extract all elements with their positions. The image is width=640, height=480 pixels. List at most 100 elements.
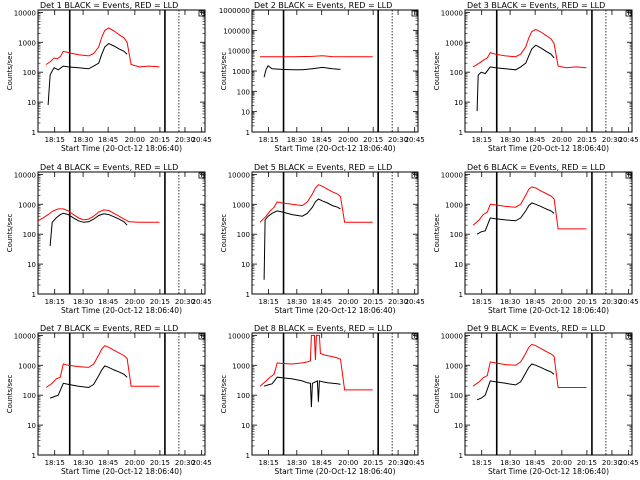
y-axis-label: Counts/sec (6, 214, 14, 253)
y-tick-label: 1000 (232, 201, 250, 209)
y-tick-label: 10000 (228, 48, 250, 56)
x-tick-label: 20:45 (619, 298, 639, 306)
y-axis-label: Counts/sec (6, 375, 14, 414)
y-tick-label: 10 (241, 261, 250, 269)
y-tick-label: 100 (450, 231, 463, 239)
y-tick-label: 1000 (445, 362, 463, 370)
x-tick-label: 20:15 (577, 459, 597, 467)
plot-frame (37, 332, 206, 456)
x-tick-label: 18:45 (98, 136, 118, 144)
chart-title: Det 9 BLACK = Events, RED = LLD (467, 324, 605, 333)
y-tick-label: 1 (246, 129, 250, 137)
detector-panel-7: Det 7 BLACK = Events, RED = LLD Counts/se… (6, 324, 212, 476)
y-axis-label: Counts/sec (220, 52, 228, 91)
x-tick-label: 20:15 (363, 298, 383, 306)
x-tick-label: 18:30 (287, 459, 307, 467)
series-line-events (49, 212, 128, 247)
x-tick-label: 20:00 (552, 459, 572, 467)
y-axis-label: Counts/sec (220, 214, 228, 253)
y-tick-label: 10 (454, 99, 463, 107)
series-line-lld (472, 28, 587, 69)
x-tick-label: 20:15 (577, 298, 597, 306)
x-tick-label: 20:30 (602, 459, 622, 467)
detector-panel-8: Det 8 BLACK = Events, RED = LLD Counts/se… (220, 324, 425, 476)
x-tick-label: 20:30 (388, 459, 408, 467)
y-axis-label: Counts/sec (220, 375, 228, 414)
chart-title: Det 6 BLACK = Events, RED = LLD (467, 163, 605, 172)
y-tick-label: 1000 (445, 39, 463, 47)
x-tick-label: 20:15 (150, 298, 170, 306)
x-tick-label: 18:15 (472, 459, 492, 467)
x-tick-label: 18:30 (287, 136, 307, 144)
y-tick-label: 10000 (441, 332, 463, 340)
y-tick-label: 1000 (18, 39, 36, 47)
y-tick-label: 1 (32, 129, 36, 137)
x-tick-label: 20:30 (602, 298, 622, 306)
series-line-lld (45, 27, 160, 68)
x-tick-label: 20:00 (125, 136, 145, 144)
y-tick-label: 10 (454, 422, 463, 430)
x-tick-label: 18:15 (45, 298, 65, 306)
x-tick-label: 18:30 (73, 459, 93, 467)
y-tick-label: 1 (246, 291, 250, 299)
x-axis-label: Start Time (20-Oct-12 18:06:40) (488, 144, 609, 153)
x-tick-label: 20:00 (125, 459, 145, 467)
x-tick-label: 20:15 (363, 136, 383, 144)
x-axis-label: Start Time (20-Oct-12 18:06:40) (61, 144, 182, 153)
x-tick-label: 18:30 (500, 136, 520, 144)
y-tick-label: 1000 (232, 68, 250, 76)
x-tick-label: 20:00 (338, 136, 358, 144)
y-tick-label: 100000 (223, 27, 250, 35)
y-tick-label: 100 (237, 88, 250, 96)
series-line-lld (260, 55, 373, 58)
x-tick-label: 20:30 (175, 459, 195, 467)
x-tick-label: 20:45 (192, 136, 212, 144)
y-tick-label: 10 (27, 261, 36, 269)
x-tick-label: 20:15 (150, 459, 170, 467)
plot-frame (464, 171, 633, 295)
series-line-events (476, 363, 555, 401)
detector-panel-3: Det 3 BLACK = Events, RED = LLD Counts/se… (433, 1, 639, 153)
y-axis-label: Counts/sec (433, 52, 441, 91)
y-tick-label: 1 (459, 291, 463, 299)
y-axis-label: Counts/sec (433, 375, 441, 414)
x-tick-label: 20:45 (405, 136, 425, 144)
y-tick-label: 100 (450, 69, 463, 77)
detector-panel-9: Det 9 BLACK = Events, RED = LLD Counts/se… (433, 324, 639, 476)
chart-title: Det 3 BLACK = Events, RED = LLD (467, 1, 605, 10)
y-tick-label: 1000 (18, 362, 36, 370)
x-tick-label: 18:30 (287, 298, 307, 306)
chart-title: Det 4 BLACK = Events, RED = LLD (40, 163, 178, 172)
x-axis-label: Start Time (20-Oct-12 18:06:40) (488, 467, 609, 476)
plot-frame (464, 9, 633, 133)
plot-frame (37, 171, 206, 295)
x-tick-label: 18:15 (259, 459, 279, 467)
series-line-lld (37, 208, 160, 223)
series-line-events (47, 43, 128, 106)
y-tick-label: 100 (23, 231, 36, 239)
y-tick-label: 1000000 (219, 7, 250, 15)
x-tick-label: 18:15 (472, 136, 492, 144)
series-line-events (263, 198, 341, 280)
y-tick-label: 10 (241, 109, 250, 117)
y-tick-label: 10 (241, 422, 250, 430)
x-tick-label: 20:30 (175, 298, 195, 306)
y-tick-label: 10000 (14, 332, 36, 340)
x-tick-label: 18:30 (73, 298, 93, 306)
x-tick-label: 18:30 (73, 136, 93, 144)
y-tick-label: 1000 (232, 362, 250, 370)
x-tick-label: 18:15 (45, 136, 65, 144)
x-axis-label: Start Time (20-Oct-12 18:06:40) (61, 467, 182, 476)
chart-title: Det 2 BLACK = Events, RED = LLD (254, 1, 392, 10)
x-tick-label: 20:45 (192, 298, 212, 306)
x-tick-label: 18:15 (259, 298, 279, 306)
x-tick-label: 20:15 (150, 136, 170, 144)
x-axis-label: Start Time (20-Oct-12 18:06:40) (61, 306, 182, 315)
y-tick-label: 100 (450, 392, 463, 400)
x-tick-label: 18:30 (500, 459, 520, 467)
y-tick-label: 1 (459, 129, 463, 137)
series-line-events (49, 365, 128, 399)
x-tick-label: 18:30 (500, 298, 520, 306)
y-tick-label: 1 (246, 452, 250, 460)
